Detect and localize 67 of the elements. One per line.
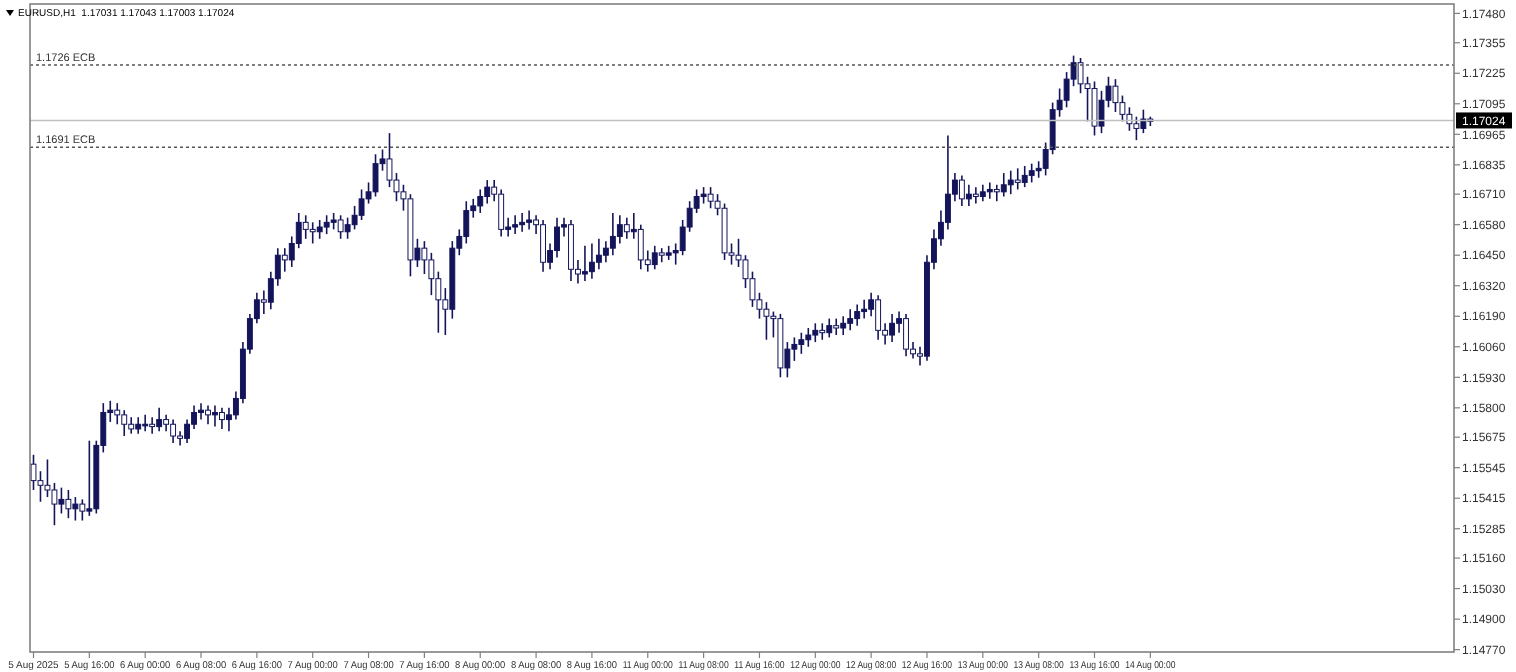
candlestick <box>86 439 93 517</box>
candlestick <box>840 315 847 336</box>
candlestick <box>337 214 344 240</box>
candlestick <box>149 416 156 435</box>
candlestick <box>309 221 316 245</box>
candlestick <box>582 245 588 282</box>
candlestick <box>205 404 211 426</box>
candlestick <box>72 496 79 522</box>
candlestick <box>1007 169 1014 195</box>
candlestick <box>302 214 309 240</box>
candlestick <box>477 188 484 214</box>
candlestick <box>958 174 965 207</box>
candlestick <box>1028 162 1035 184</box>
candlestick <box>707 186 714 210</box>
candlestick <box>986 181 993 200</box>
candlestick <box>512 214 519 235</box>
candlestick <box>421 240 428 275</box>
candlestick <box>142 414 149 433</box>
candlestick <box>812 322 819 343</box>
candlestick <box>972 186 979 205</box>
candlestick <box>58 486 65 515</box>
candlestick <box>156 407 163 433</box>
candlestick <box>763 301 770 341</box>
candlestick <box>833 317 840 336</box>
candlestick <box>595 237 602 271</box>
candlestick <box>1133 115 1140 141</box>
candlestick <box>358 188 365 221</box>
candlestick <box>316 219 323 240</box>
candlestick <box>847 308 854 332</box>
candlestick <box>651 245 658 271</box>
candlestick <box>965 183 972 207</box>
candlestick <box>889 313 896 343</box>
candlestick <box>861 299 868 320</box>
candlestick <box>519 212 526 233</box>
candlestick <box>65 489 72 519</box>
candlestick <box>323 214 330 235</box>
candlestick <box>498 188 505 238</box>
candlestick <box>1091 80 1098 137</box>
candlestick <box>484 179 491 205</box>
candlestick <box>121 409 128 437</box>
candlestick <box>993 183 1000 203</box>
candlestick <box>903 313 909 357</box>
candlestick <box>281 247 288 273</box>
candlestick <box>1000 172 1007 198</box>
candlestick <box>826 317 833 339</box>
candlestick <box>805 327 812 348</box>
candlestick <box>588 242 595 280</box>
candlestick <box>79 498 86 522</box>
candlestick <box>609 212 616 257</box>
candlestick <box>1140 108 1147 134</box>
candlestick <box>526 209 533 231</box>
candlestick <box>875 294 882 341</box>
candlestick <box>170 418 177 444</box>
candlestick <box>854 303 861 327</box>
candlestick <box>372 153 379 198</box>
candlestick <box>819 322 826 341</box>
candlestick <box>623 216 630 240</box>
candlestick <box>1014 167 1021 191</box>
candlestick <box>1021 165 1028 188</box>
candlestick <box>219 407 225 430</box>
candlestick <box>568 219 574 282</box>
candlestick <box>1112 78 1119 113</box>
candlestick <box>721 202 728 261</box>
candlestick <box>198 402 204 421</box>
candlestick <box>212 404 218 428</box>
candlestick <box>798 331 805 355</box>
candlestick <box>540 219 546 273</box>
